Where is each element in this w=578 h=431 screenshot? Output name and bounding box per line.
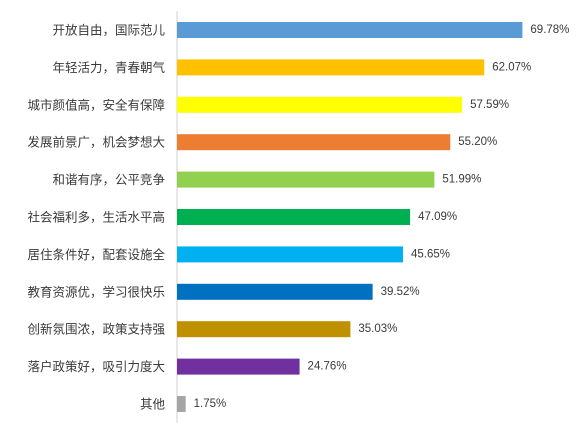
category-label: 社会福利多，生活水平高 bbox=[27, 210, 165, 225]
value-label: 55.20% bbox=[458, 136, 497, 148]
value-label: 69.78% bbox=[530, 24, 569, 36]
value-labels: 69.78% 62.07% 57.59% 55.20% 51.99% 47.09% 45.6… bbox=[194, 24, 570, 410]
bar bbox=[177, 246, 403, 263]
value-label: 47.09% bbox=[418, 211, 457, 223]
category-label: 教育资源优，学习很快乐 bbox=[27, 284, 165, 299]
category-label: 开放自由，国际范儿 bbox=[52, 23, 165, 38]
value-label: 39.52% bbox=[381, 286, 420, 298]
bar bbox=[177, 209, 411, 225]
category-label: 城市颜值高，安全有保障 bbox=[27, 97, 165, 112]
value-label: 51.99% bbox=[442, 174, 481, 186]
category-label: 创新氛围浓，政策支持强 bbox=[27, 322, 165, 337]
bar bbox=[177, 134, 451, 151]
bar bbox=[177, 171, 435, 188]
bar bbox=[177, 396, 186, 412]
category-label: 年轻活力，青春朝气 bbox=[52, 60, 165, 75]
value-label: 62.07% bbox=[492, 61, 531, 73]
bar bbox=[177, 358, 300, 375]
bar bbox=[177, 283, 373, 300]
category-label: 落户政策好，吸引力度大 bbox=[27, 359, 165, 374]
category-label: 和谐有序，公平竞争 bbox=[52, 172, 165, 187]
value-label: 45.65% bbox=[411, 248, 450, 260]
bar bbox=[177, 22, 523, 38]
bars-layer bbox=[177, 22, 523, 412]
category-labels: 开放自由，国际范儿年轻活力，青春朝气城市颜值高，安全有保障发展前景广，机会梦想大… bbox=[27, 23, 165, 412]
value-label: 24.76% bbox=[308, 361, 347, 373]
category-label: 发展前景广，机会梦想大 bbox=[27, 135, 165, 150]
category-label: 居住条件好，配套设施全 bbox=[27, 247, 165, 262]
value-label: 35.03% bbox=[358, 323, 397, 335]
category-label: 其他 bbox=[140, 397, 166, 412]
bar bbox=[177, 96, 463, 113]
value-label: 57.59% bbox=[470, 99, 509, 111]
bar bbox=[177, 59, 485, 76]
bar bbox=[177, 321, 351, 338]
value-label: 1.75% bbox=[194, 398, 227, 410]
